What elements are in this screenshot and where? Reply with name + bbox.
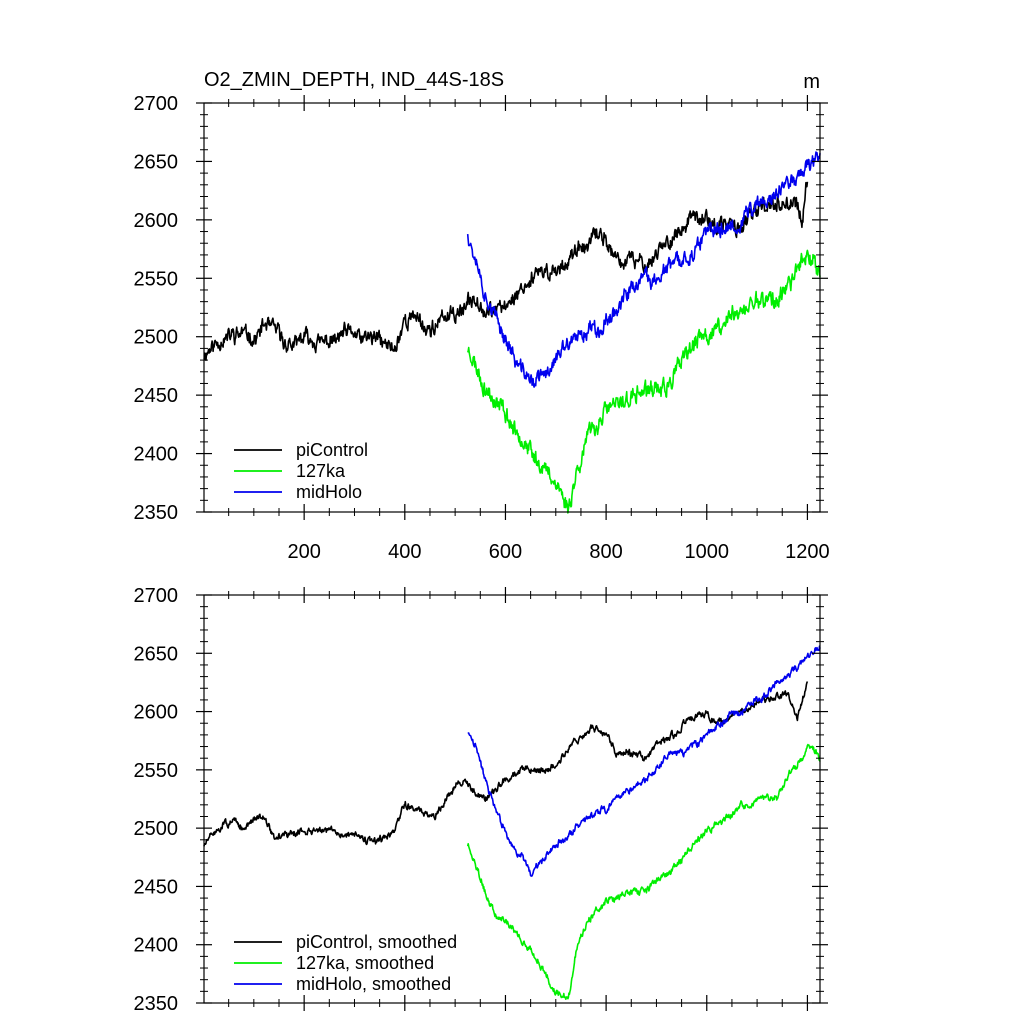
units-label: m	[803, 71, 820, 93]
y-tick-label: 2550	[134, 760, 179, 782]
legend-label: 127ka	[296, 461, 346, 481]
legend-label: 127ka, smoothed	[296, 953, 434, 973]
y-tick-label: 2550	[134, 268, 179, 290]
y-tick-label: 2500	[134, 818, 179, 840]
y-tick-label: 2400	[134, 935, 179, 957]
y-tick-label: 2500	[134, 327, 179, 349]
series-line-0-0	[203, 181, 809, 361]
series-line-1-1	[466, 743, 821, 1000]
x-tick-label: 600	[489, 541, 522, 563]
x-tick-label: 1000	[685, 541, 730, 563]
chart-title: O2_ZMIN_DEPTH, IND_44S-18S	[204, 69, 504, 91]
y-tick-label: 2350	[134, 502, 179, 524]
series-line-1-0	[203, 681, 809, 847]
x-tick-label: 1200	[785, 541, 830, 563]
plot-frame	[203, 102, 821, 513]
series-line-0-1	[466, 249, 821, 514]
legend-label: midHolo, smoothed	[296, 974, 451, 994]
series-line-0-2	[466, 151, 821, 388]
y-tick-label: 2700	[134, 585, 179, 607]
legend-label: midHolo	[296, 482, 362, 502]
y-tick-label: 2450	[134, 876, 179, 898]
x-tick-label: 800	[589, 541, 622, 563]
bottom-panel-smoothed: 2350 2400 2450 2500 2550 2600 2650 2700 piContro…	[134, 585, 828, 1015]
x-tick-label: 200	[287, 541, 320, 563]
y-tick-label: 2650	[134, 151, 179, 173]
y-tick-label: 2400	[134, 444, 179, 466]
y-tick-label: 2450	[134, 385, 179, 407]
y-tick-label: 2600	[134, 210, 179, 232]
y-tick-label: 2650	[134, 643, 179, 665]
series-line-1-2	[467, 645, 821, 877]
x-tick-label: 400	[388, 541, 421, 563]
plot-frame	[203, 594, 821, 1004]
legend-label: piControl	[296, 440, 368, 460]
legend-label: piControl, smoothed	[296, 932, 457, 952]
y-tick-label: 2350	[134, 993, 179, 1015]
top-panel-raw: 2350 2400 2450 2500 2550 2600 2650 2700 200 400 60…	[134, 93, 830, 563]
y-tick-label: 2700	[134, 93, 179, 115]
y-tick-label: 2600	[134, 702, 179, 724]
